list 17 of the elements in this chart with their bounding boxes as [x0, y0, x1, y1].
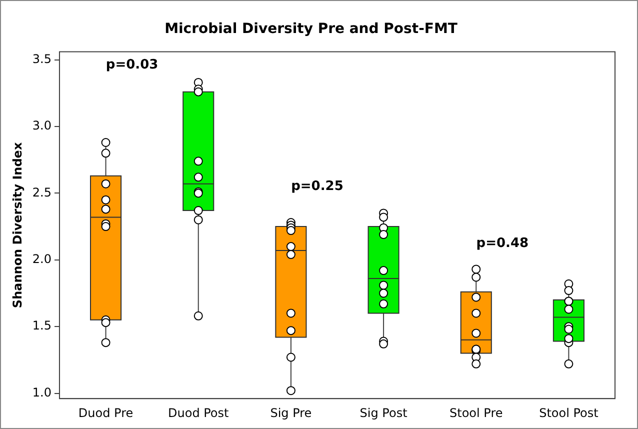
- y-tick-label: 2.5: [32, 185, 52, 200]
- x-tick-label: Stool Pre: [450, 406, 503, 420]
- annotation: p=0.03: [106, 58, 158, 73]
- y-axis-title: Shannon Diversity Index: [10, 142, 24, 308]
- x-tick-label: Sig Pre: [270, 406, 312, 420]
- x-tick-label: Duod Pre: [78, 406, 134, 420]
- annotation: p=0.48: [476, 236, 529, 252]
- y-tick-label: 3.0: [32, 118, 52, 133]
- y-tick-label: 3.5: [32, 52, 52, 66]
- x-tick-label: Sig Post: [360, 406, 408, 420]
- x-tick-label: Duod Post: [168, 406, 230, 420]
- annotation: p=0.25: [291, 178, 344, 194]
- y-tick-label: 1.5: [32, 318, 52, 333]
- y-tick-label: 2.0: [32, 252, 52, 266]
- chart-title: Microbial Diversity Pre and Post-FMT: [164, 21, 458, 38]
- y-tick-label: 1.0: [32, 385, 52, 400]
- x-tick-label: Stool Post: [539, 406, 599, 420]
